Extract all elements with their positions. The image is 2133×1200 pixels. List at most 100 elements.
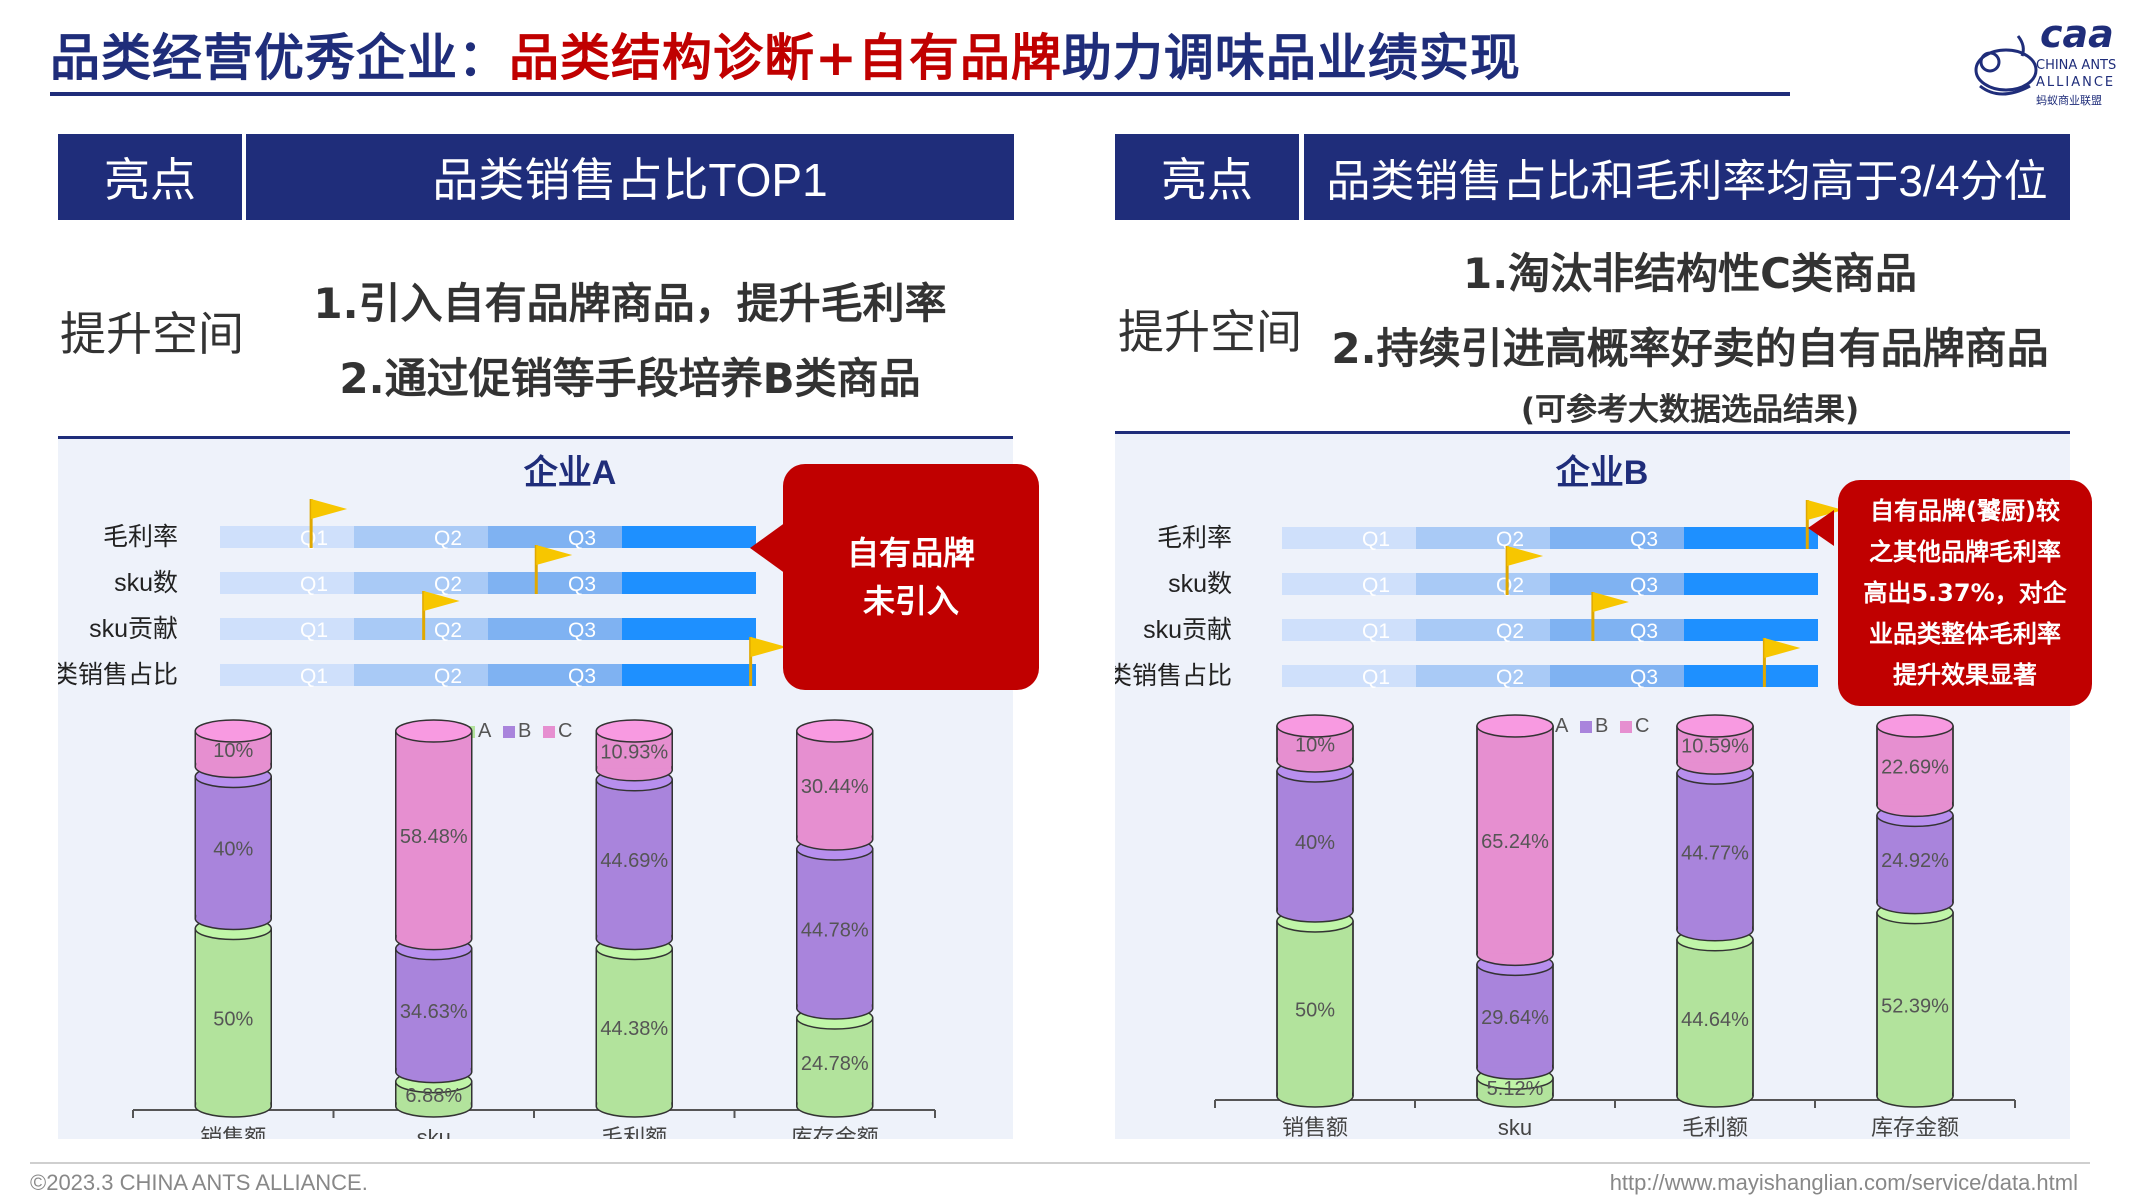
quartile-label: Q3 bbox=[1630, 528, 1658, 551]
quartile-segment bbox=[354, 664, 488, 686]
cylinder-top bbox=[395, 719, 473, 743]
cylinder-segment: 50% bbox=[194, 916, 272, 1118]
data-label: 10.93% bbox=[600, 741, 668, 763]
quartile-label: Q3 bbox=[568, 527, 596, 550]
data-label: 40% bbox=[1295, 832, 1335, 854]
chart-title: 企业A bbox=[524, 453, 617, 492]
data-label: 58.48% bbox=[400, 826, 468, 848]
cylinder-fill bbox=[396, 948, 471, 1071]
cylinder-segment: 10.93% bbox=[595, 719, 673, 782]
cylinder-segment: 44.77% bbox=[1676, 761, 1754, 942]
data-label: 29.64% bbox=[1481, 1007, 1549, 1029]
x-tick-label: 毛利额 bbox=[1682, 1115, 1748, 1139]
quartile-label: Q1 bbox=[1362, 666, 1390, 689]
cylinder-fill bbox=[196, 776, 271, 918]
quartile-label: Q3 bbox=[568, 573, 596, 596]
legend-label: B bbox=[1595, 715, 1608, 737]
cylinder-segment: 58.48% bbox=[395, 719, 473, 951]
logo-line2: ALLIANCE bbox=[2036, 75, 2116, 90]
right-highlight-text: 品类销售占比和毛利率均高于3/4分位 bbox=[1304, 134, 2070, 220]
quartile-segment bbox=[1282, 573, 1416, 595]
cylinder-segment: 65.24% bbox=[1476, 714, 1554, 967]
cylinder-top bbox=[1676, 714, 1754, 738]
row-label: sku贡献 bbox=[89, 615, 178, 643]
quartile-segment bbox=[488, 664, 622, 686]
right-note: (可参考大数据选品结果) bbox=[1520, 392, 1860, 428]
cylinder-fill bbox=[597, 779, 672, 938]
left-chart-panel: 企业A 毛利率 Q1 Q2 Q3 sku数 Q1 Q2 Q3 sku贡献 Q1 Q2 Q3 品类销售占比 Q… bbox=[58, 436, 1013, 1139]
legend-label: A bbox=[478, 720, 492, 742]
data-label: 44.78% bbox=[801, 920, 869, 942]
cylinder-fill bbox=[1678, 939, 1752, 1095]
quartile-segment bbox=[622, 526, 756, 548]
right-callout: 自有品牌(饕厨)较 之其他品牌毛利率 高出5.37%，对企 业品类整体毛利率 提… bbox=[1838, 480, 2092, 706]
legend-swatch bbox=[1620, 721, 1632, 733]
data-label: 30.44% bbox=[801, 776, 869, 798]
data-label: 24.78% bbox=[801, 1053, 869, 1075]
x-tick-label: 库存金额 bbox=[791, 1125, 879, 1139]
quartile-label: Q2 bbox=[434, 573, 462, 596]
legend-swatch bbox=[543, 726, 555, 738]
quartile-segment bbox=[488, 572, 622, 594]
x-tick-label: sku bbox=[417, 1125, 451, 1139]
cylinder-segment: 44.64% bbox=[1676, 928, 1754, 1108]
row-label: sku数 bbox=[114, 569, 178, 597]
quartile-label: Q2 bbox=[1496, 666, 1524, 689]
flag-icon bbox=[750, 637, 787, 657]
flag-icon bbox=[311, 499, 348, 519]
quartile-label: Q3 bbox=[568, 619, 596, 642]
x-tick-label: 库存金额 bbox=[1871, 1115, 1959, 1139]
cylinder-segment: 30.44% bbox=[796, 719, 874, 851]
quartile-label: Q2 bbox=[1496, 528, 1524, 551]
data-label: 44.77% bbox=[1681, 842, 1749, 864]
quartile-segment bbox=[220, 618, 354, 640]
cylinder-segment: 44.78% bbox=[796, 837, 874, 1020]
quartile-label: Q1 bbox=[1362, 528, 1390, 551]
data-label: 24.92% bbox=[1881, 850, 1949, 872]
quartile-label: Q2 bbox=[434, 619, 462, 642]
quartile-segment bbox=[488, 526, 622, 548]
cylinder-segment: 40% bbox=[1276, 759, 1354, 923]
cylinder-top bbox=[796, 719, 874, 743]
title-part1: 品类经营优秀企业： bbox=[50, 29, 509, 87]
quartile-segment bbox=[1282, 665, 1416, 687]
data-label: 44.69% bbox=[600, 850, 668, 872]
left-chart-svg: 企业A 毛利率 Q1 Q2 Q3 sku数 Q1 Q2 Q3 sku贡献 Q1 Q2 Q3 品类销售占比 Q… bbox=[58, 453, 936, 1139]
data-label: 40% bbox=[213, 839, 253, 861]
cylinder-top bbox=[1476, 714, 1554, 738]
cylinder-fill bbox=[196, 928, 271, 1105]
quartile-segment bbox=[1684, 527, 1818, 549]
data-label: 65.24% bbox=[1481, 831, 1549, 853]
right-callout-text: 自有品牌(饕厨)较 之其他品牌毛利率 高出5.37%，对企 业品类整体毛利率 提… bbox=[1863, 496, 2067, 689]
legend-label: A bbox=[1555, 715, 1569, 737]
cylinder-segment: 24.92% bbox=[1876, 803, 1954, 915]
quartile-segment bbox=[1550, 573, 1684, 595]
quartile-segment bbox=[354, 572, 488, 594]
cylinder-fill bbox=[1878, 726, 1952, 805]
quartile-segment bbox=[622, 664, 756, 686]
quartile-segment bbox=[1684, 665, 1818, 687]
data-label: 50% bbox=[1295, 1000, 1335, 1022]
cylinder-segment: 44.38% bbox=[595, 936, 673, 1118]
x-tick-label: sku bbox=[1498, 1115, 1532, 1139]
legend-label: C bbox=[558, 720, 572, 742]
right-space-label: 提升空间 bbox=[1118, 306, 1302, 358]
cylinder-segment: 40% bbox=[194, 764, 272, 931]
data-label: 6.88% bbox=[405, 1085, 462, 1107]
quartile-segment bbox=[1416, 665, 1550, 687]
cylinder-segment: 24.78% bbox=[796, 1006, 874, 1118]
logo-wordmark: caa bbox=[2040, 12, 2114, 56]
quartile-segment bbox=[488, 618, 622, 640]
cylinder-fill bbox=[797, 849, 872, 1008]
legend-label: C bbox=[1635, 715, 1649, 737]
data-label: 10% bbox=[213, 740, 253, 762]
quartile-segment bbox=[1282, 619, 1416, 641]
cylinder-fill bbox=[797, 731, 872, 839]
cylinder-segment: 10.59% bbox=[1676, 714, 1754, 775]
cylinder-fill bbox=[797, 1018, 872, 1105]
data-label: 10.59% bbox=[1681, 736, 1749, 758]
quartile-label: Q1 bbox=[300, 619, 328, 642]
left-highlight-label: 亮点 bbox=[58, 134, 242, 220]
quartile-label: Q3 bbox=[1630, 666, 1658, 689]
logo-line1: CHINA ANTS bbox=[2036, 58, 2117, 73]
